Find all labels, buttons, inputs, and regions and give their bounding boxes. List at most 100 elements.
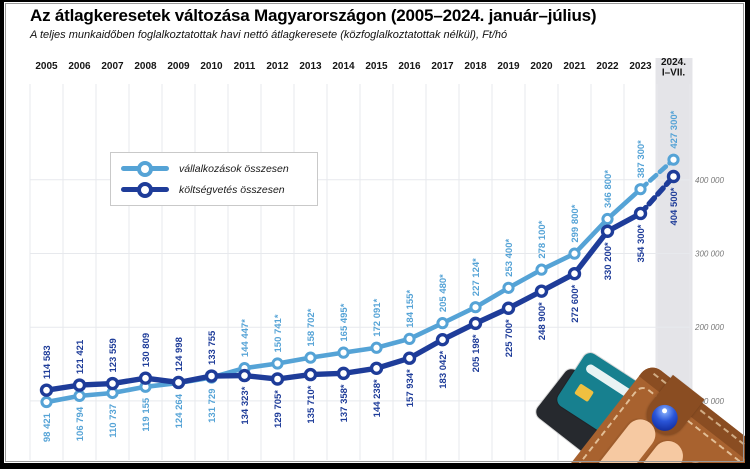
year-label: 2012 bbox=[266, 61, 289, 72]
year-label: 2021 bbox=[563, 61, 586, 72]
data-value-label: 114 583 bbox=[42, 345, 53, 379]
data-value-label: 129 705* bbox=[273, 390, 284, 428]
year-label: 2011 bbox=[234, 61, 256, 72]
data-value-label: 205 480* bbox=[438, 274, 449, 312]
data-point-marker bbox=[403, 332, 416, 345]
data-point-marker bbox=[435, 332, 450, 347]
year-label: 2010 bbox=[200, 61, 223, 72]
data-point-marker bbox=[336, 366, 351, 381]
data-value-label: 183 042* bbox=[438, 350, 449, 388]
year-label: 2013 bbox=[299, 61, 322, 72]
data-point-marker bbox=[138, 371, 153, 385]
data-point-marker bbox=[666, 169, 681, 184]
data-value-label: 165 495* bbox=[339, 303, 350, 341]
legend-label-business: vállalkozások összesen bbox=[179, 162, 289, 175]
legend-label-budget: költségvetés összesen bbox=[179, 183, 285, 196]
legend-item-koltsegvetes: költségvetés összesen bbox=[121, 179, 307, 200]
data-value-label: 330 200* bbox=[603, 242, 614, 280]
data-point-marker bbox=[271, 357, 284, 370]
page-title: Az átlagkeresetek változása Magyarország… bbox=[30, 6, 597, 25]
legend-dot-budget-icon bbox=[137, 181, 153, 198]
data-value-label: 110 737 bbox=[108, 404, 119, 438]
data-value-label: 121 421 bbox=[75, 339, 86, 374]
data-value-label: 299 800* bbox=[570, 204, 581, 242]
year-label: 2018 bbox=[464, 61, 487, 72]
data-point-marker bbox=[633, 206, 648, 221]
data-value-label: 137 358* bbox=[339, 384, 350, 422]
year-label: 2014 bbox=[332, 61, 355, 72]
data-value-label: 404 500* bbox=[669, 187, 680, 225]
data-value-label: 427 300* bbox=[669, 110, 680, 148]
data-value-label: 172 091* bbox=[372, 298, 383, 336]
data-point-marker bbox=[502, 281, 515, 294]
data-point-marker bbox=[171, 375, 186, 390]
data-value-label: 144 447* bbox=[240, 319, 251, 357]
data-value-label: 134 323* bbox=[240, 386, 251, 424]
data-point-marker bbox=[73, 389, 86, 402]
data-value-label: 144 238* bbox=[372, 379, 383, 417]
data-point-marker bbox=[501, 301, 516, 315]
chart-legend: vállalkozások összesen költségvetés össz… bbox=[110, 152, 318, 206]
year-label: 2016 bbox=[398, 61, 421, 72]
data-value-label: 346 800* bbox=[603, 170, 614, 208]
data-point-marker bbox=[369, 361, 384, 375]
data-value-label: 272 600* bbox=[570, 284, 581, 322]
legend-marker-business-icon bbox=[121, 160, 169, 177]
legend-marker-budget-icon bbox=[121, 181, 169, 198]
data-value-label: 354 300* bbox=[636, 224, 647, 262]
series-line-koltsegvetes bbox=[43, 210, 644, 393]
data-point-marker bbox=[436, 317, 449, 330]
data-point-marker bbox=[600, 224, 615, 238]
year-label: 2020 bbox=[530, 61, 553, 72]
legend-item-vallalkozasok: vállalkozások összesen bbox=[121, 158, 307, 179]
y-axis-tick-label: 100 000 bbox=[695, 397, 724, 406]
data-value-label: 157 934* bbox=[405, 369, 416, 407]
year-label: 2022 bbox=[596, 61, 619, 72]
data-value-label: 205 198* bbox=[471, 334, 482, 372]
data-point-marker bbox=[568, 247, 581, 260]
data-value-label: 225 700* bbox=[504, 319, 515, 357]
data-point-marker bbox=[469, 301, 482, 314]
year-label: 2005 bbox=[35, 61, 58, 72]
data-point-marker bbox=[270, 372, 285, 386]
data-value-label: 98 421 bbox=[42, 412, 53, 442]
year-label: 2019 bbox=[497, 61, 520, 72]
data-point-marker bbox=[634, 183, 647, 196]
year-label: 2023 bbox=[629, 61, 652, 72]
data-value-label: 227 124* bbox=[471, 258, 482, 296]
data-point-marker bbox=[534, 284, 549, 298]
series-line-dashed-koltsegvetes bbox=[637, 173, 677, 217]
data-value-label: 248 900* bbox=[537, 302, 548, 340]
year-label: 2008 bbox=[134, 61, 157, 72]
year-label: 2009 bbox=[167, 61, 190, 72]
page-subtitle: A teljes munkaidőben foglalkoztatottak h… bbox=[30, 29, 508, 41]
year-label: 2015 bbox=[365, 61, 388, 72]
data-point-marker bbox=[601, 212, 614, 226]
data-point-marker bbox=[303, 367, 318, 382]
data-point-marker bbox=[667, 153, 680, 166]
chart-header: Az átlagkeresetek változása Magyarország… bbox=[30, 6, 597, 41]
data-value-label: 184 155* bbox=[405, 290, 416, 328]
data-point-marker bbox=[402, 351, 417, 365]
data-value-label: 133 755 bbox=[207, 330, 218, 365]
data-point-marker bbox=[535, 263, 548, 276]
data-point-marker bbox=[204, 369, 219, 383]
data-value-label: 106 794 bbox=[75, 406, 86, 441]
data-value-label: 253 400* bbox=[504, 239, 515, 277]
data-point-marker bbox=[567, 266, 582, 281]
year-label: 2017 bbox=[431, 61, 454, 72]
data-value-label: 158 702* bbox=[306, 308, 317, 346]
data-value-label: 119 155 bbox=[141, 397, 152, 432]
data-value-label: 130 809 bbox=[141, 333, 152, 367]
y-axis-tick-label: 400 000 bbox=[695, 176, 724, 185]
data-value-label: 131 729 bbox=[207, 389, 218, 423]
data-point-marker bbox=[337, 346, 350, 359]
year-label: 2007 bbox=[101, 61, 124, 72]
data-point-marker bbox=[40, 395, 53, 409]
data-value-label: 150 741* bbox=[273, 314, 284, 352]
data-point-marker bbox=[370, 341, 383, 354]
year-label: 2024. I–VII. bbox=[661, 57, 686, 79]
data-point-marker bbox=[468, 316, 483, 331]
